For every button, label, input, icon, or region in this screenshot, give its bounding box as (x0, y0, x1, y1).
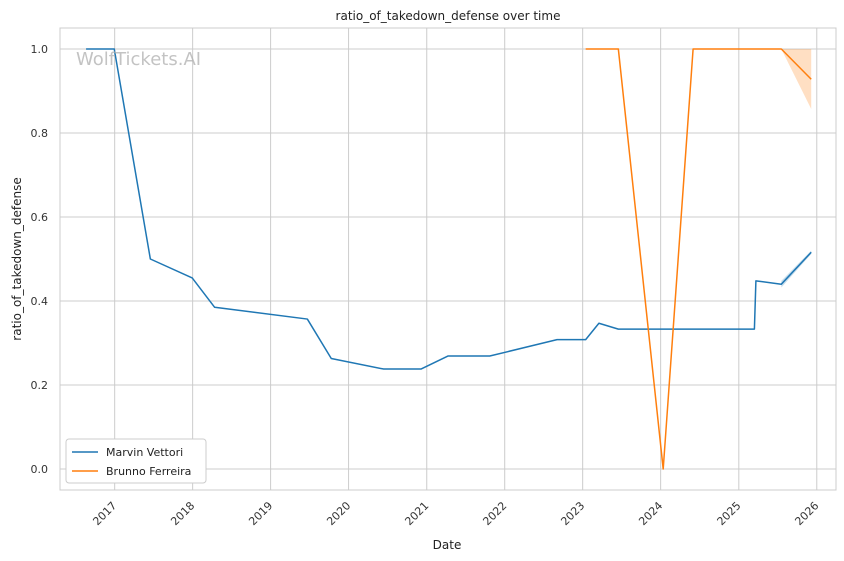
y-tick-label: 1.0 (31, 43, 49, 56)
plot-area (59, 27, 837, 491)
y-tick-label: 0.4 (31, 295, 49, 308)
series-line-brunno-ferreira (585, 48, 812, 470)
legend-box (65, 438, 207, 484)
y-tick-label: 0.2 (31, 379, 49, 392)
watermark: WolfTickets.AI (76, 49, 201, 70)
y-axis-title: ratio_of_takedown_defense (10, 177, 24, 340)
legend: Marvin Vettori Brunno Ferreira (65, 438, 207, 484)
chart-title: ratio_of_takedown_defense over time (336, 9, 561, 23)
x-axis-title: Date (433, 538, 462, 552)
legend-label-marvin-vettori: Marvin Vettori (106, 446, 183, 459)
y-tick-label: 0.0 (31, 463, 49, 476)
y-tick-label: 0.6 (31, 211, 49, 224)
grid-lines (60, 28, 836, 490)
y-tick-label: 0.8 (31, 127, 49, 140)
series-line-marvin-vettori (86, 48, 812, 370)
confidence-band-brunno-ferreira (781, 49, 812, 110)
legend-label-brunno-ferreira: Brunno Ferreira (106, 465, 191, 478)
series-lines (86, 48, 812, 470)
